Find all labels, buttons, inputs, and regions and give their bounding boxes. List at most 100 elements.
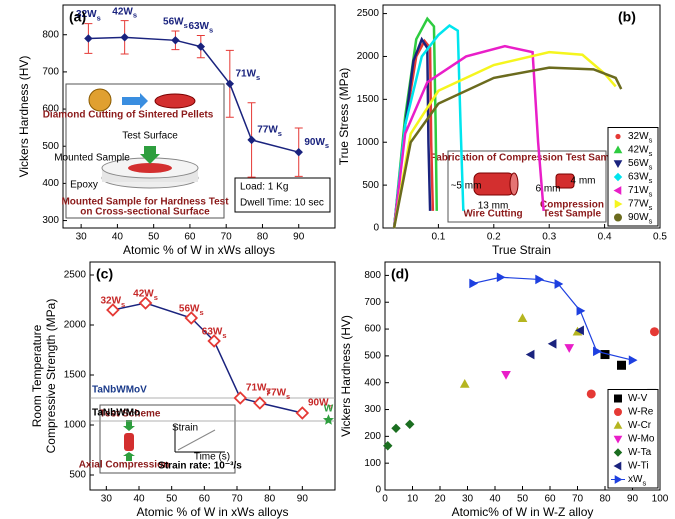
- stress-strain-curve: [392, 24, 465, 229]
- y-tick-label: 0: [373, 223, 379, 234]
- plot-frame: [89, 261, 336, 491]
- marker: [615, 133, 621, 140]
- data-point: [593, 346, 602, 357]
- y-tick-label: 300: [364, 404, 381, 415]
- data-point: [525, 349, 535, 360]
- point-label: 63Ws: [188, 21, 213, 35]
- point-label: 90Ws: [308, 398, 333, 412]
- annotation: Compression: [540, 200, 604, 211]
- y-tick-label: 600: [364, 324, 381, 335]
- legend-label: 63Ws: [628, 172, 653, 186]
- x-tick-label: 90: [293, 232, 305, 243]
- data-point: [120, 33, 129, 42]
- x-tick-label: 50: [148, 232, 160, 243]
- legend-label: W-Ti: [628, 461, 649, 472]
- x-tick-label: 0.5: [653, 232, 667, 243]
- plot-frame: [382, 4, 661, 229]
- legend-label: 77Ws: [628, 199, 653, 213]
- annotation: Test Scheme: [100, 409, 161, 420]
- y-tick-label: 700: [42, 67, 59, 78]
- panel-label: (d): [391, 266, 409, 282]
- stress-strain-curve: [392, 44, 545, 229]
- data-point: [564, 344, 575, 353]
- test-arrow: [140, 146, 160, 164]
- x-tick-label: 90: [297, 494, 309, 505]
- data-point: [517, 313, 528, 323]
- y-tick-label: 2500: [64, 270, 87, 281]
- annotation: Mounted Sample for Hardness Test: [61, 197, 229, 208]
- marker: [613, 435, 623, 444]
- annotation: Epoxy: [70, 180, 98, 191]
- point-label: 42Ws: [133, 289, 158, 303]
- x-tick-label: 0: [382, 494, 388, 505]
- annotation: Strain rate: 10⁻³/s: [158, 461, 242, 472]
- y-tick-label: 400: [42, 178, 59, 189]
- marker: [613, 420, 623, 429]
- legend-label: 90Ws: [628, 212, 653, 226]
- saw-blade: [88, 88, 112, 112]
- x-tick-label: 40: [489, 494, 501, 505]
- y-tick-label: 500: [42, 141, 59, 152]
- marker: [613, 448, 623, 457]
- data-point: [586, 389, 596, 399]
- marker: [613, 145, 623, 154]
- data-point: [617, 360, 626, 370]
- plot-frame: [62, 4, 336, 229]
- y-tick-label: 1000: [357, 137, 380, 148]
- legend-label: W-Mo: [628, 434, 655, 445]
- load-box: [234, 177, 331, 213]
- y-tick-label: 300: [42, 215, 59, 226]
- data-point: [138, 296, 153, 310]
- data-point: [650, 327, 659, 337]
- sample: [555, 173, 575, 189]
- legend-label: 42Ws: [628, 145, 653, 159]
- pellet: [154, 93, 196, 109]
- y-axis-title: Vickers Hardness (HV): [339, 315, 353, 437]
- data-point: [196, 42, 206, 51]
- inset-box: [99, 404, 236, 474]
- data-point: [628, 355, 638, 366]
- y-tick-label: 1500: [64, 370, 87, 381]
- legend-label: W-Re: [628, 407, 654, 418]
- x-axis-title: Atomic % of W in xWs alloys: [136, 505, 288, 519]
- y-axis-title: Room Temperature: [30, 324, 44, 427]
- point-label: 56Ws: [179, 304, 204, 318]
- y-tick-label: 800: [364, 270, 381, 281]
- point-label: 32Ws: [76, 9, 101, 23]
- arrow-down: [123, 420, 135, 431]
- marker: [613, 461, 622, 471]
- y-tick-label: 1500: [357, 94, 380, 105]
- annotation: Mounted Sample: [54, 153, 130, 164]
- annotation: 6 mm: [536, 184, 561, 195]
- y-tick-label: 400: [364, 377, 381, 388]
- legend-label: 71Ws: [628, 185, 653, 199]
- reference-point: [322, 414, 334, 425]
- point-label: 77Ws: [257, 125, 282, 139]
- data-point: [405, 419, 415, 429]
- x-tick-label: 100: [652, 494, 669, 505]
- x-tick-label: 60: [544, 494, 556, 505]
- x-tick-label: 80: [257, 232, 269, 243]
- x-tick-label: 0.4: [598, 232, 612, 243]
- reference-label: TaNbWMo: [92, 408, 140, 419]
- marker: [614, 408, 622, 416]
- annotation: on Cross-sectional Surface: [80, 207, 210, 218]
- marker: [614, 199, 623, 209]
- data-point: [294, 147, 303, 157]
- legend-label: W-Ta: [628, 447, 652, 458]
- legend-label: 32Ws: [628, 131, 653, 145]
- panel-label: (a): [69, 9, 86, 25]
- annotation: ~5 mm: [451, 181, 482, 192]
- data-point: [576, 305, 586, 316]
- data-point: [547, 338, 557, 349]
- x-tick-label: 80: [264, 494, 276, 505]
- annotation: Test Sample: [543, 209, 602, 220]
- x-tick-label: 50: [166, 494, 178, 505]
- y-tick-label: 200: [364, 431, 381, 442]
- rod-end: [509, 172, 519, 196]
- x-tick-label: 80: [599, 494, 611, 505]
- annotation: 4 mm: [571, 176, 596, 187]
- marker: [613, 160, 623, 169]
